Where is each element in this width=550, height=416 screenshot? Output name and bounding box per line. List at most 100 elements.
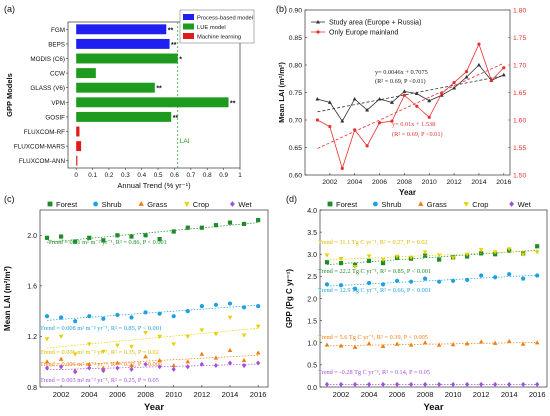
y-tick-label: 3.0 xyxy=(307,252,317,259)
data-point xyxy=(408,381,414,387)
data-point xyxy=(115,312,120,318)
data-point xyxy=(352,96,357,101)
data-point xyxy=(115,343,120,348)
data-point xyxy=(129,366,134,372)
trend-annotation: Trend = 22.2 Tg C yr⁻¹, R² = 0.85, P < 0… xyxy=(318,268,431,275)
data-point xyxy=(185,364,190,370)
data-point xyxy=(436,342,442,347)
data-point xyxy=(185,309,190,314)
bar xyxy=(76,97,229,108)
y-right-tick-label: 1.70 xyxy=(513,63,526,70)
data-point xyxy=(422,250,428,255)
data-point xyxy=(241,305,247,310)
data-point xyxy=(380,261,386,266)
x-tick-label: 2006 xyxy=(389,390,406,399)
legend-marker xyxy=(316,19,320,24)
data-point xyxy=(377,121,382,125)
x-tick-label: 0.7 xyxy=(186,172,195,179)
data-point xyxy=(506,338,512,344)
legend-marker xyxy=(138,201,144,206)
data-point xyxy=(352,344,358,349)
data-point xyxy=(324,282,330,287)
x-tick-label: 2004 xyxy=(361,390,378,399)
x-tick-label: 2004 xyxy=(81,390,98,399)
data-point xyxy=(451,278,456,283)
data-point xyxy=(115,233,120,238)
data-point xyxy=(422,253,428,258)
panel-a-frame xyxy=(67,21,241,169)
data-point xyxy=(507,381,512,387)
y-right-tick-label: 1.55 xyxy=(513,145,526,152)
data-point xyxy=(157,364,162,370)
data-point xyxy=(366,341,372,346)
y-tick-label: 2.5 xyxy=(307,274,317,281)
x-tick-label: 2006 xyxy=(372,179,387,186)
data-point xyxy=(451,381,456,387)
data-point xyxy=(408,255,414,260)
data-point xyxy=(324,381,330,387)
legend-marker xyxy=(373,201,378,207)
data-point xyxy=(422,381,428,387)
lai-reference-label: LAI xyxy=(180,138,190,145)
bar xyxy=(76,24,167,35)
panel-b-label: (b) xyxy=(276,4,287,14)
data-point xyxy=(199,328,205,333)
data-point xyxy=(380,381,386,387)
data-point xyxy=(213,302,219,307)
data-point xyxy=(437,381,442,387)
regression-annotation: y= 0.0046x + 0.7075 xyxy=(375,69,428,76)
bar xyxy=(76,53,178,64)
data-point xyxy=(157,357,162,363)
data-point xyxy=(44,235,50,240)
trend-line xyxy=(47,222,259,243)
legend-label: Grass xyxy=(427,200,447,209)
data-point xyxy=(255,324,261,329)
data-point xyxy=(340,118,345,123)
data-point xyxy=(489,78,493,82)
trend-line xyxy=(327,342,538,347)
data-point xyxy=(256,218,261,223)
data-point xyxy=(338,381,344,387)
legend-label: Wet xyxy=(238,200,252,209)
data-point xyxy=(157,236,162,242)
y-tick-label: 0.70 xyxy=(289,118,302,125)
panel-a-label: (a) xyxy=(4,4,15,14)
legend-label: Process-based model xyxy=(197,16,253,22)
data-point xyxy=(44,314,50,319)
x-axis-label: Year xyxy=(423,402,443,413)
data-point xyxy=(227,347,233,353)
data-point xyxy=(59,364,64,370)
data-point xyxy=(437,257,442,262)
data-point xyxy=(256,360,261,366)
y-tick-label: 0.80 xyxy=(289,63,302,70)
data-point xyxy=(44,365,50,371)
data-point xyxy=(213,223,219,228)
trend-line xyxy=(326,249,538,265)
y-tick-label: 3.5 xyxy=(307,230,317,237)
y-axis-label: Mean LAI (m²/m²) xyxy=(3,266,12,331)
data-point xyxy=(521,276,526,281)
x-axis-label: Year xyxy=(144,402,164,413)
x-axis-label: Year xyxy=(399,188,416,197)
x-tick-label: 0.8 xyxy=(203,172,212,179)
trend-annotation: Trend = 11.1 Tg C yr⁻¹, R² = 0.27, P = 0… xyxy=(318,239,428,246)
data-point xyxy=(213,332,219,337)
trend-line xyxy=(47,363,259,371)
panel-d: (d) Forest Shrub Grass Crop Wet 0.0 0.5 1.0 1.5 2.… xyxy=(285,194,548,413)
y-tick-label: 0.65 xyxy=(289,145,302,152)
data-point xyxy=(199,303,204,309)
data-point xyxy=(256,303,261,309)
legend-label: LUE model xyxy=(197,25,226,31)
data-point xyxy=(465,277,470,283)
data-point xyxy=(58,334,64,339)
data-point xyxy=(422,276,428,281)
panel-b: (b) 0.60 0.65 0.70 0.75 0.80 0.85 0.90 1.50 1.55 1… xyxy=(276,4,526,197)
data-point xyxy=(129,234,134,239)
legend-marker xyxy=(316,30,320,34)
data-point xyxy=(440,92,444,96)
panel-label: (c) xyxy=(4,194,15,204)
panel-a: (a) FGM ** BEPS ** MODIS (C6) * CCW GLASS (V6) **… xyxy=(4,4,255,190)
data-point xyxy=(534,340,540,345)
data-point xyxy=(366,381,372,387)
data-point xyxy=(520,252,526,257)
